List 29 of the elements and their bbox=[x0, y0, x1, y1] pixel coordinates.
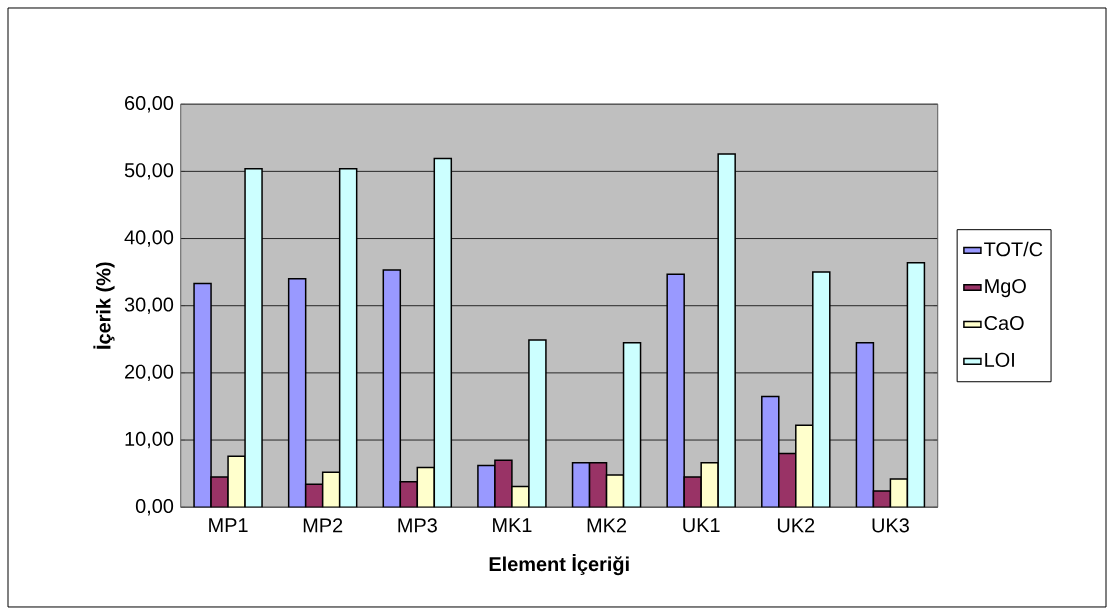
x-axis-title: Element İçeriği bbox=[489, 553, 629, 576]
y-tick-label: 60,00 bbox=[125, 95, 174, 113]
x-tick-label: MP2 bbox=[303, 518, 343, 533]
bar bbox=[434, 158, 452, 508]
legend-label: MgO bbox=[985, 279, 1026, 298]
legend-label: LOI bbox=[985, 352, 1014, 367]
y-tick-label: 30,00 bbox=[124, 297, 174, 314]
x-tick-label: UK2 bbox=[777, 518, 815, 533]
y-tick-label: 40,00 bbox=[124, 230, 174, 247]
x-tick-label: MK1 bbox=[493, 518, 532, 533]
bar bbox=[623, 342, 641, 508]
bar bbox=[855, 341, 875, 508]
bar bbox=[339, 168, 357, 508]
y-tick-label: 0,00 bbox=[135, 498, 174, 516]
legend-label: TOT/C bbox=[984, 241, 1043, 257]
x-tick-label: MP3 bbox=[398, 518, 437, 533]
y-axis-title: İçerik (%) bbox=[93, 262, 115, 349]
bar bbox=[417, 467, 435, 508]
x-tick-label: UK3 bbox=[872, 518, 909, 533]
y-tick-label: 10,00 bbox=[125, 431, 174, 449]
y-tick-label: 20,00 bbox=[125, 364, 174, 382]
x-tick-label: UK1 bbox=[683, 518, 720, 533]
bar bbox=[906, 261, 926, 508]
x-tick-label: MK2 bbox=[587, 518, 627, 533]
legend-label: CaO bbox=[984, 315, 1024, 331]
y-tick-label: 50,00 bbox=[124, 163, 174, 180]
bar bbox=[288, 278, 306, 508]
bar bbox=[383, 270, 401, 508]
x-tick-label: MP1 bbox=[209, 518, 248, 533]
